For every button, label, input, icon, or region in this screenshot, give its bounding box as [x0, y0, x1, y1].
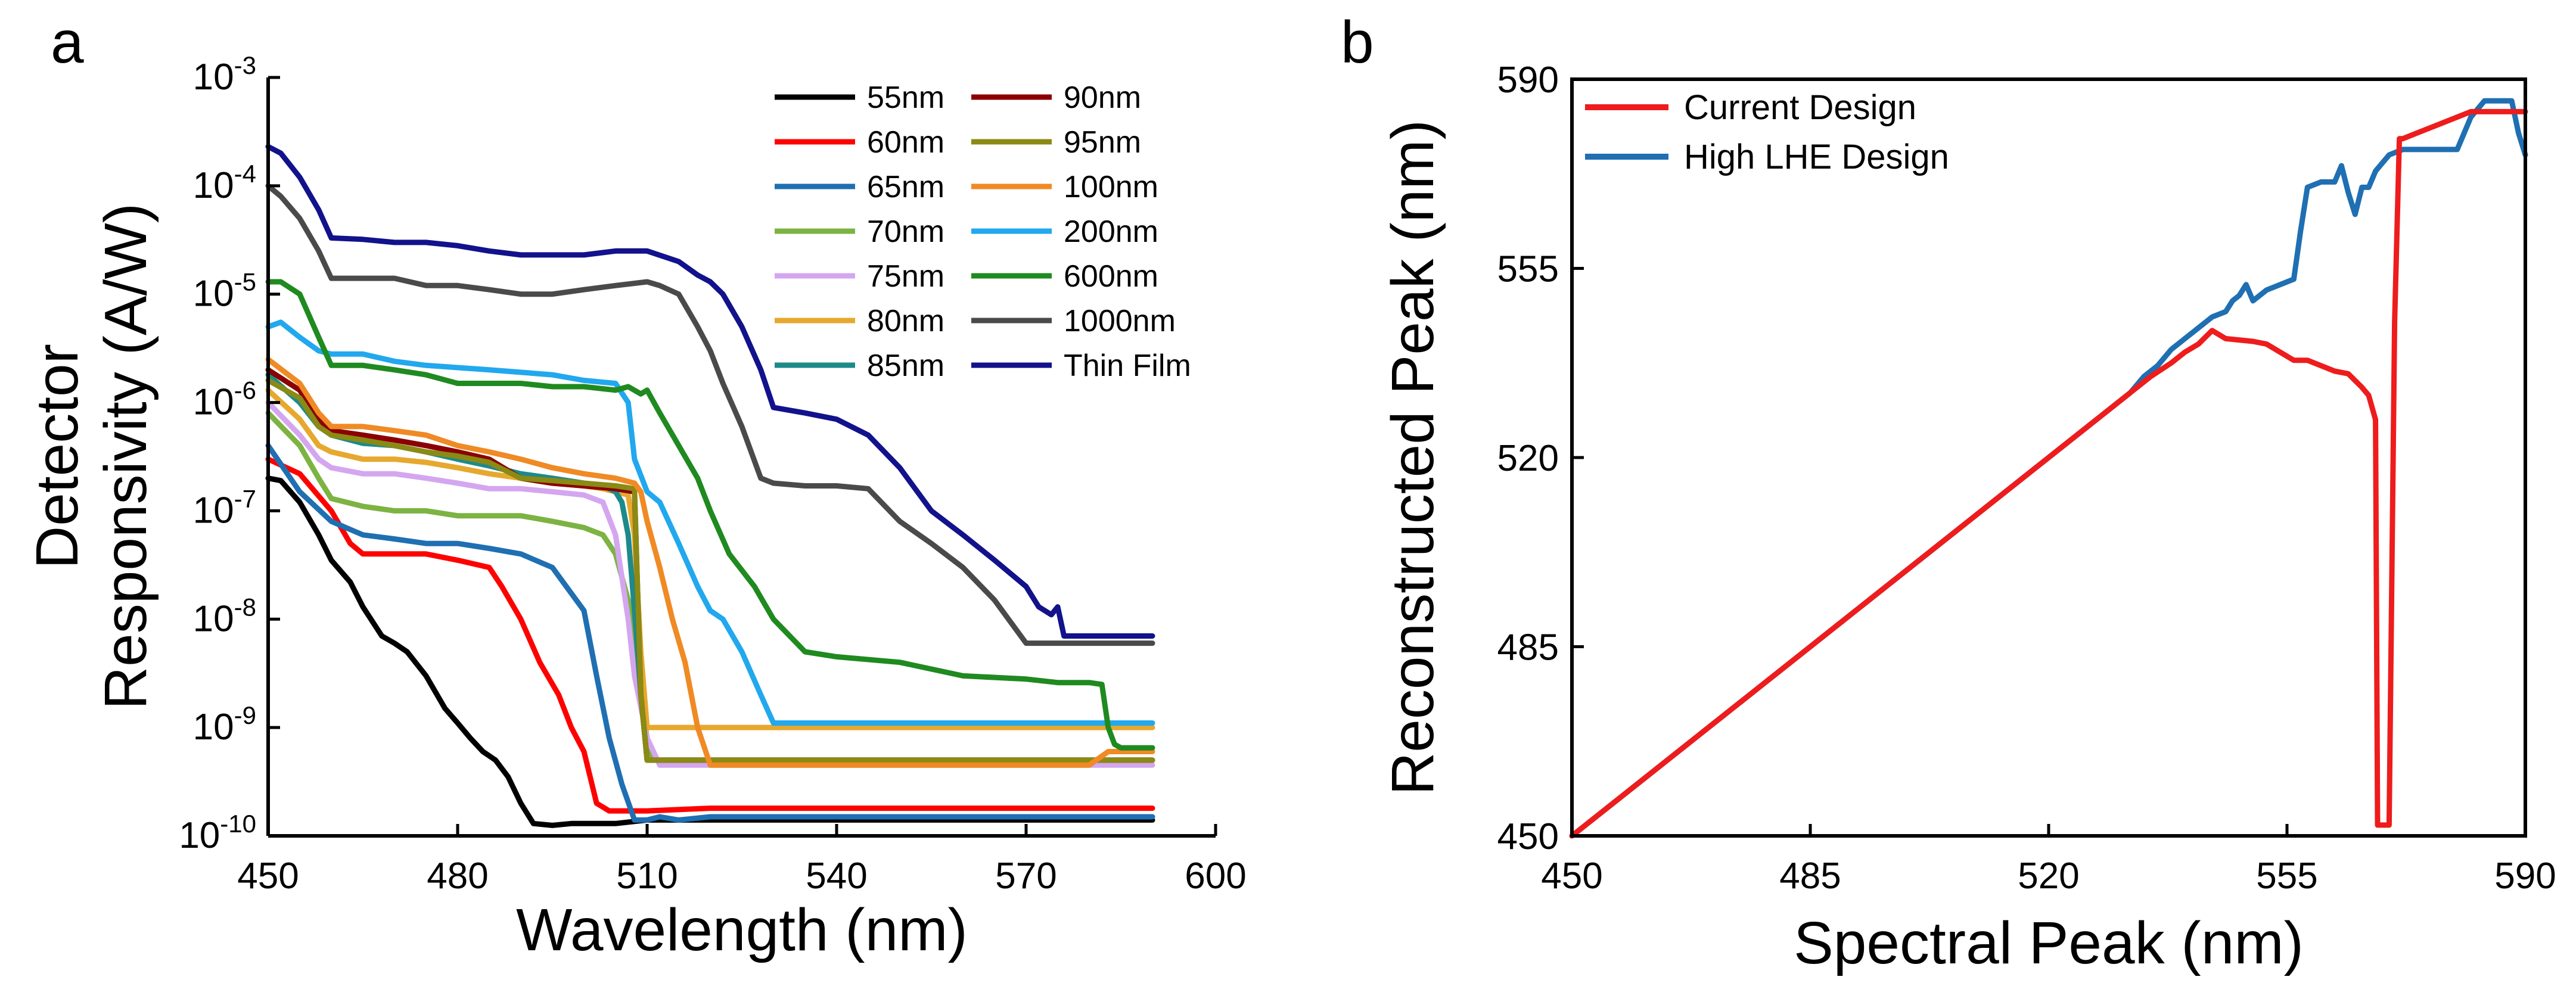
panel-a-x-tick-label: 600 [1185, 856, 1246, 897]
panel-a-label: a [51, 9, 84, 76]
legend-label: 70nm [867, 214, 944, 249]
panel-a-legend-item-70nm: 70nm [775, 214, 944, 249]
panel-b-x-tick-label: 590 [2494, 856, 2556, 897]
panel-a-series-200nm [265, 319, 1155, 726]
panel-b-legend-item-high-lhe-design: High LHE Design [1585, 138, 1949, 176]
panel-a-legend-item-thin-film: Thin Film [971, 349, 1191, 383]
legend-label: 95nm [1064, 125, 1141, 160]
panel-b-y-axis-title: Reconstructed Peak (nm) [1379, 120, 1446, 795]
panel-a-y-axis-title-line1: Detector [24, 344, 91, 569]
panel-a-series-55nm [265, 475, 1155, 828]
panel-a-series-60nm [265, 456, 1155, 814]
panel-a-legend-item-75nm: 75nm [775, 259, 944, 294]
panel-a-series-600nm [265, 279, 1155, 751]
panel-a-y-ticks: 10-10 10-9 10-8 10-7 10-6 10-5 10-4 10-3 [179, 51, 280, 856]
panel-b-x-ticks: 450 485 520 555 590 [1541, 824, 2556, 897]
panel-b: b 450 485 520 555 590 450 485 520 555 590 Spectr… [1341, 9, 2556, 976]
panel-b-y-tick-label: 590 [1497, 60, 1559, 101]
panel-b-x-tick-label: 520 [2018, 856, 2079, 897]
legend-label: 90nm [1064, 80, 1141, 115]
panel-b-x-tick-label: 555 [2256, 856, 2317, 897]
panel-b-y-tick-label: 520 [1497, 438, 1559, 479]
legend-label: 85nm [867, 349, 944, 383]
panel-a-x-tick-label: 510 [616, 856, 678, 897]
legend-label: 55nm [867, 80, 944, 115]
panel-a-y-axis-title-line2: Responsivity (A/W) [92, 203, 159, 710]
panel-b-y-ticks: 450 485 520 555 590 [1497, 60, 1584, 857]
legend-label: 65nm [867, 170, 944, 204]
panel-a-x-tick-label: 480 [427, 856, 488, 897]
panel-a-legend-item-90nm: 90nm [971, 80, 1141, 115]
panel-a: a 450 480 510 540 570 600 10-1010-910-810-710… [24, 9, 1247, 963]
panel-a-legend-item-80nm: 80nm [775, 304, 944, 338]
panel-b-series-high-lhe-design [1569, 98, 2528, 839]
legend-label: 80nm [867, 304, 944, 338]
legend-label: Current Design [1684, 88, 1916, 127]
panel-b-y-tick-label: 450 [1497, 816, 1559, 857]
legend-label: High LHE Design [1684, 138, 1949, 176]
panel-a-y-tick-label: 10-4 [193, 160, 256, 206]
panel-a-legend-item-55nm: 55nm [775, 80, 944, 115]
panel-b-x-axis-title: Spectral Peak (nm) [1794, 910, 2304, 976]
panel-a-y-tick-label: 10-10 [179, 810, 256, 856]
panel-a-legend-item-85nm: 85nm [775, 349, 944, 383]
panel-a-series-100nm [265, 356, 1155, 768]
panel-a-legend-item-60nm: 60nm [775, 125, 944, 160]
panel-a-x-ticks: 450 480 510 540 570 600 [237, 824, 1247, 897]
legend-label: 60nm [867, 125, 944, 160]
panel-b-series-group [1569, 98, 2528, 839]
panel-a-legend-item-65nm: 65nm [775, 170, 944, 204]
panel-a-series-90nm [265, 367, 1155, 763]
panel-a-legend-item-1000nm: 1000nm [971, 304, 1176, 338]
panel-a-legend: 55nm 60nm 65nm 70nm 75nm 80nm 85nm 90nm 95nm 100n… [775, 80, 1191, 383]
panel-b-series-current-design [1569, 108, 2528, 839]
legend-label: 200nm [1064, 214, 1158, 249]
panel-b-x-tick-label: 485 [1779, 856, 1841, 897]
panel-a-y-tick-label: 10-9 [193, 701, 256, 748]
panel-a-series-thin-film [265, 144, 1155, 639]
panel-a-legend-item-95nm: 95nm [971, 125, 1141, 160]
panel-b-legend-item-current-design: Current Design [1585, 88, 1916, 127]
legend-label: Thin Film [1064, 349, 1191, 383]
panel-a-series-group [265, 144, 1155, 828]
panel-a-y-tick-label: 10-6 [193, 377, 256, 423]
panel-a-series-70nm [265, 410, 1155, 763]
panel-a-legend-item-100nm: 100nm [971, 170, 1158, 204]
panel-a-legend-item-200nm: 200nm [971, 214, 1158, 249]
legend-label: 1000nm [1064, 304, 1176, 338]
panel-b-label: b [1341, 9, 1374, 76]
legend-label: 100nm [1064, 170, 1158, 204]
legend-label: 75nm [867, 259, 944, 294]
panel-a-x-axis-title: Wavelength (nm) [516, 897, 968, 963]
panel-b-x-tick-label: 450 [1541, 856, 1602, 897]
panel-a-y-tick-label: 10-3 [193, 51, 256, 98]
panel-a-x-tick-label: 540 [806, 856, 867, 897]
panel-a-y-tick-label: 10-5 [193, 268, 256, 315]
panel-a-series-95nm [265, 378, 1155, 763]
panel-a-x-tick-label: 450 [237, 856, 299, 897]
panel-a-legend-item-600nm: 600nm [971, 259, 1158, 294]
panel-a-series-65nm [265, 443, 1155, 823]
panel-a-series-1000nm [265, 183, 1155, 646]
panel-a-y-tick-label: 10-7 [193, 484, 256, 531]
legend-label: 600nm [1064, 259, 1158, 294]
panel-a-y-tick-label: 10-8 [193, 593, 256, 639]
panel-b-y-tick-label: 555 [1497, 249, 1559, 290]
panel-a-x-tick-label: 570 [995, 856, 1056, 897]
panel-b-y-tick-label: 485 [1497, 627, 1559, 668]
panel-b-legend: Current Design High LHE Design [1585, 88, 1949, 176]
